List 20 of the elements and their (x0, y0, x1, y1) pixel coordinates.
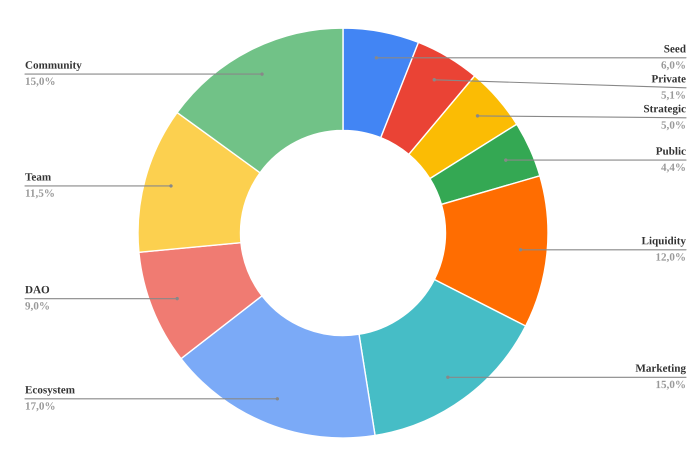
data-label: 17,0% (26, 402, 55, 412)
slice-label: Community (26, 60, 82, 72)
data-label: 9,0% (25, 302, 49, 312)
slice-label: DAO (25, 286, 50, 294)
slice-label: Public (656, 146, 686, 155)
data-label: 4,4% (661, 164, 685, 173)
slice-label: Seed (664, 44, 686, 52)
slice-label: Marketing (636, 364, 686, 374)
data-label: 5,1% (661, 91, 685, 100)
slice-label: Private (652, 74, 686, 82)
slice-label: Strategic (644, 104, 686, 115)
data-label: 12,0% (656, 253, 685, 262)
slice-label: Ecosystem (25, 386, 75, 396)
slice-label: Liquidity (642, 236, 686, 247)
data-label: 15,0% (26, 77, 55, 87)
slice-label: Team (25, 173, 51, 181)
data-label: 5,0% (661, 121, 685, 130)
data-label: 6,0% (661, 61, 685, 70)
data-label: 11,5% (26, 189, 54, 198)
data-label: 15,0% (656, 380, 685, 390)
